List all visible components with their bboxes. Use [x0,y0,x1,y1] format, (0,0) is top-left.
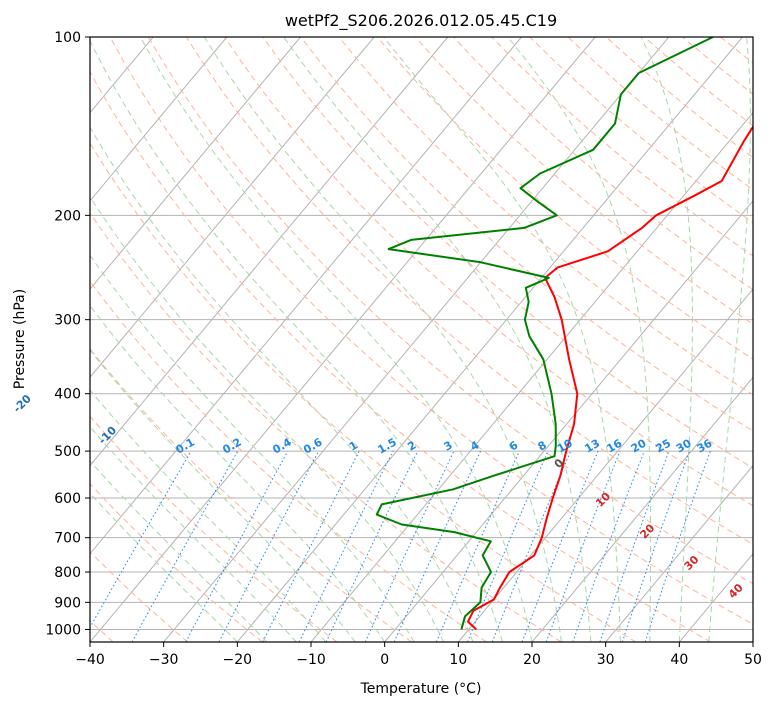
mixing-ratio-line [572,450,645,642]
dry-adiabat [109,37,753,625]
x-tick-label: −10 [296,652,326,668]
x-tick-label: −30 [149,652,179,668]
moist-adiabat [90,254,415,642]
dry-adiabat [90,280,487,642]
isotherm-line [90,37,522,555]
moist-adiabat [507,37,652,642]
dry-adiabat [90,551,189,642]
mixing-ratio-line [521,450,599,642]
mixing-ratio-line [393,450,481,642]
x-tick-label: −20 [223,652,253,668]
isotherm-line [90,37,301,290]
chart-title: wetPf2_S206.2026.012.05.45.C19 [285,11,557,31]
dry-adiabat [415,37,753,325]
isotherm-line [236,37,743,642]
y-tick-label: 800 [54,565,81,581]
x-tick-label: 20 [523,652,541,668]
isotherm-line [605,464,753,642]
mixing-ratio-line [644,450,711,642]
y-tick-label: 400 [54,387,81,403]
y-tick-label: 100 [54,30,81,46]
dry-adiabat [90,70,711,642]
isotherm-line [90,37,596,642]
y-tick-label: 700 [54,531,81,547]
mixing-ratio-line [621,450,690,642]
mixing-ratio-line [131,450,239,642]
x-tick-label: 40 [670,652,688,668]
x-axis-label: Temperature (°C) [360,681,482,697]
profiles [375,37,753,631]
mixing-ratio-line [435,450,520,642]
moist-adiabat [90,39,503,642]
x-tick-label: 10 [449,652,467,668]
plot-frame [89,36,754,643]
mixing-ratio-line [298,450,394,642]
isotherm-line [90,37,449,467]
mixing-ratio-line [262,450,360,642]
moist-adiabat [640,37,693,642]
y-tick-label: 1000 [45,622,81,638]
y-tick-label: 500 [54,444,81,460]
x-tick-label: 50 [744,652,762,668]
x-tick-label: 30 [597,652,615,668]
mixing-ratio-line [185,450,289,642]
background-lines [90,37,753,642]
temperature-profile [467,124,753,631]
dry-adiabat [376,37,753,360]
mixing-ratio-line [467,450,549,642]
mixing-ratio-line [491,450,572,642]
y-tick-label: 300 [54,313,81,329]
dewpoint-profile [375,37,714,630]
moist-adiabat [283,37,592,642]
dry-adiabat [185,37,753,545]
dry-adiabat [147,37,753,585]
isotherm-line [90,37,375,379]
y-axis-label: Pressure (hPa) [12,289,28,389]
isotherm-line [531,376,753,642]
moist-adiabat [90,126,474,642]
mixing-ratio-line [545,450,621,642]
x-tick-label: −40 [75,652,105,668]
moist-adiabat [383,37,621,642]
isotherm-line [384,200,753,642]
moist-adiabat [90,349,356,642]
y-tick-label: 200 [54,208,81,224]
moist-adiabat [708,37,751,642]
x-axis-ticks: −40 −30 −20 −10 0 10 20 30 40 50 [75,642,762,668]
dry-adiabat [453,37,753,291]
moist-adiabat [140,37,533,642]
x-tick-label: 0 [380,652,389,668]
moist-adiabat [204,37,562,642]
y-tick-label: 900 [54,595,81,611]
y-axis-ticks: 100 200 300 400 500 600 700 800 900 1000 [45,30,90,638]
dry-adiabat [90,142,637,642]
mixing-ratio-line [599,450,670,642]
isotherm-line [90,37,228,202]
moist-adiabat [90,389,327,642]
moist-adiabat [90,304,386,642]
y-tick-label: 600 [54,491,81,507]
isotherm-line [163,37,670,642]
